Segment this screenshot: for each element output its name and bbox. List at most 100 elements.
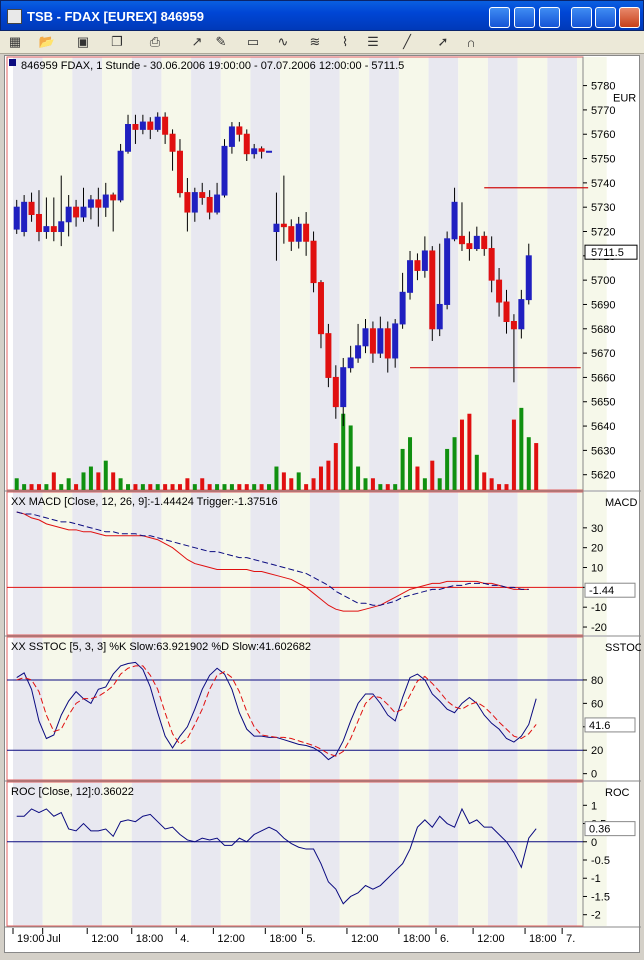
time-band (398, 492, 429, 635)
volume-bar (140, 484, 145, 490)
candle-body (65, 206, 72, 223)
maximize-button[interactable] (595, 7, 616, 28)
candle-body (429, 250, 436, 330)
y-tick-label: 20 (591, 543, 603, 555)
x-tick-label: 7. (566, 933, 575, 945)
magnet-icon[interactable]: ∩ (466, 34, 476, 50)
volume-bar (422, 478, 427, 490)
volume-bar (400, 448, 405, 490)
candle-body (317, 282, 324, 335)
pane-title: XX MACD [Close, 12, 26, 9]:-1.44424 Trig… (11, 496, 278, 508)
time-band (547, 492, 577, 635)
time-band (547, 637, 577, 780)
indicator-3-icon[interactable]: ⌇ (341, 34, 349, 49)
last-value-label: 41.6 (589, 720, 610, 732)
y-tick-label: 5630 (591, 445, 615, 457)
volume-bar (81, 472, 86, 490)
properties-icon[interactable]: ☰ (367, 34, 379, 49)
candle-body (340, 367, 347, 408)
y-tick-label: 60 (591, 698, 603, 710)
volume-bar (408, 437, 413, 490)
close-button[interactable] (619, 7, 640, 28)
time-band (280, 637, 310, 780)
time-band (398, 637, 429, 780)
currency-label: EUR (613, 93, 636, 105)
gallery-icon[interactable] (514, 7, 535, 28)
x-tick-label: 18:00 (529, 933, 557, 945)
candle-body (125, 124, 132, 152)
time-band (42, 492, 73, 635)
candle-body (50, 226, 57, 233)
time-band (517, 492, 548, 635)
time-band (339, 782, 370, 926)
tile-windows-icon[interactable] (489, 7, 510, 28)
time-band (398, 57, 429, 490)
volume-bar (437, 478, 442, 490)
series-line-roc (16, 807, 537, 905)
box-icon[interactable]: ▭ (246, 34, 260, 49)
candle-body (251, 148, 258, 155)
last-price-box (584, 244, 638, 260)
open-folder-icon[interactable]: 📂 (38, 34, 56, 49)
time-band (458, 57, 488, 490)
y-tick-label: 5770 (591, 105, 615, 117)
grid-icon[interactable]: ▦ (8, 34, 22, 49)
line-tool-icon[interactable]: ╱ (403, 34, 411, 49)
volume-bar (177, 484, 182, 490)
time-band (161, 637, 192, 780)
candle-body (214, 194, 221, 213)
volume-bar (244, 484, 249, 490)
candle-body (325, 333, 332, 378)
copy-icon[interactable]: ❐ (111, 34, 123, 49)
print-icon[interactable]: ⎙ (149, 34, 161, 49)
volume-bar (148, 484, 153, 490)
last-value-label: -1.44 (589, 585, 614, 597)
volume-bar (59, 484, 64, 490)
pointer-icon[interactable]: ➚ (437, 34, 449, 49)
indicator-icon[interactable]: ∿ (277, 34, 289, 49)
y-tick-label: 5780 (591, 81, 615, 93)
save-icon[interactable]: ▣ (76, 34, 90, 49)
time-band (220, 57, 251, 490)
edit-icon[interactable] (539, 7, 560, 28)
chart-edit-icon[interactable]: ✎ (215, 34, 227, 49)
series-line--d-slow (16, 665, 537, 757)
candle-body (162, 116, 169, 135)
time-band (487, 637, 518, 780)
candle-body (377, 328, 384, 354)
candle-body (273, 223, 280, 233)
y-tick-label: 10 (591, 563, 603, 575)
time-band (42, 637, 73, 780)
time-band (309, 492, 340, 635)
time-band (577, 57, 607, 490)
y-tick-label: -2 (591, 910, 601, 922)
volume-bar (526, 437, 531, 490)
volume-bar (311, 478, 316, 490)
x-tick-label: 18:00 (269, 933, 297, 945)
y-tick-label: 5740 (591, 178, 615, 190)
candle-body (399, 291, 406, 325)
candle-body (362, 328, 369, 347)
volume-bar (163, 484, 168, 490)
volume-bar (74, 484, 79, 490)
indicator-2-icon[interactable]: ≋ (309, 34, 321, 49)
x-tick-label: 4. (180, 933, 189, 945)
volume-bar (370, 478, 375, 490)
time-band (191, 782, 221, 926)
candle-body (221, 145, 228, 196)
y-tick-label: 5680 (591, 324, 615, 336)
y-tick-label: 5650 (591, 397, 615, 409)
volume-bar (170, 484, 175, 490)
candle-body (303, 223, 310, 242)
candle-body (206, 196, 213, 213)
time-band (72, 57, 103, 490)
chart-arrows-icon[interactable]: ↗ (191, 34, 203, 49)
toolbar: ▦ 📂 ▣ ❐ ⎙ ↗ ✎ ▭ ∿ ≋ ⌇ ☰ ╱ ➚ ∩ (0, 31, 644, 54)
x-tick-label: Jul (47, 933, 61, 945)
y-tick-label: 5720 (591, 227, 615, 239)
candle-body (407, 260, 414, 293)
time-band (487, 492, 518, 635)
last-value-box (584, 582, 636, 598)
volume-bar (304, 484, 309, 490)
minimize-button[interactable] (571, 7, 592, 28)
